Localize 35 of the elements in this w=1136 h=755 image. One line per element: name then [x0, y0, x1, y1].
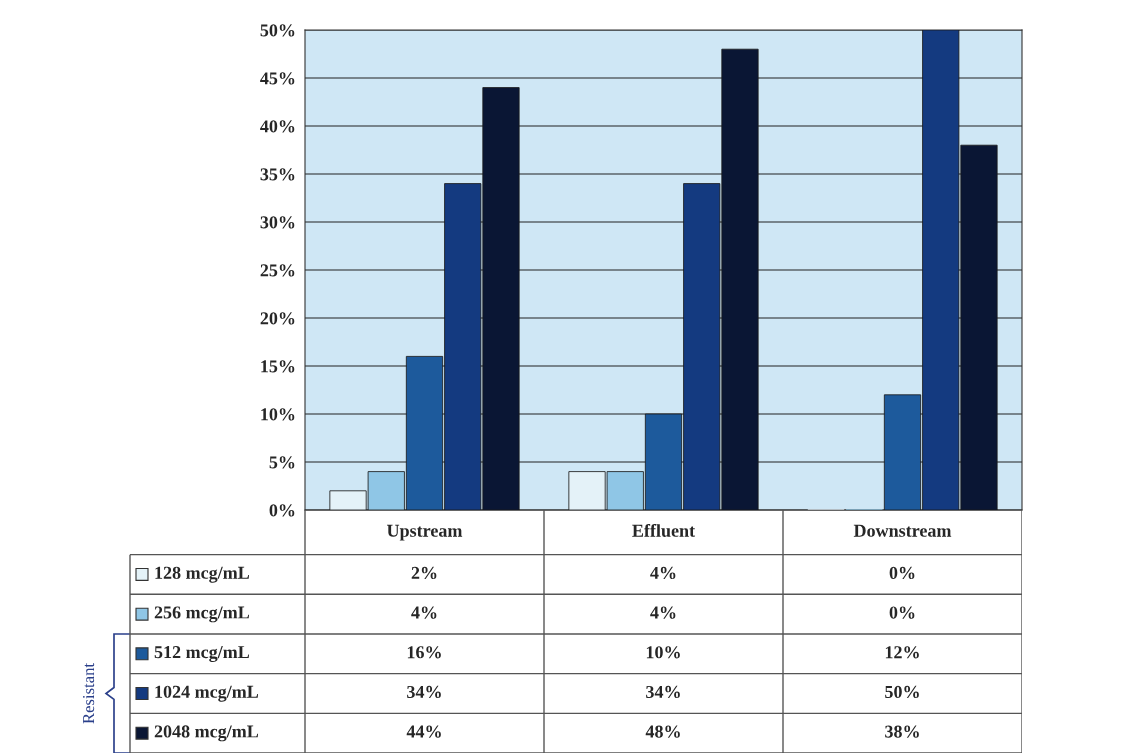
y-tick-label: 25%: [260, 264, 295, 277]
data-label: 34%: [407, 685, 441, 699]
data-label: 38%: [885, 725, 919, 738]
y-tick-label: 30%: [260, 216, 295, 229]
data-label: 4%: [650, 566, 676, 580]
data-label: 16%: [407, 646, 441, 659]
legend-label: 256 mcg/mL: [154, 606, 250, 623]
x-tick-label: Downstream: [853, 524, 952, 537]
data-label: 4%: [650, 606, 676, 619]
y-tick-label: 0%: [269, 504, 295, 517]
legend-label: 2048 mcg/mL: [154, 725, 259, 742]
legend-label: 512 mcg/mL: [154, 646, 250, 662]
data-label: 0%: [889, 566, 915, 580]
data-label: 34%: [646, 685, 680, 699]
legend-label: 128 mcg/mL: [155, 566, 250, 583]
data-label: 0%: [889, 606, 915, 619]
y-tick-label: 5%: [269, 456, 295, 469]
data-label: 12%: [885, 646, 919, 659]
y-tick-label: 50%: [260, 24, 295, 37]
data-label: 4%: [411, 606, 437, 619]
data-label: 2%: [411, 566, 437, 580]
data-label: 50%: [885, 685, 919, 699]
y-tick-label: 40%: [260, 120, 295, 133]
y-tick-label: 10%: [261, 408, 295, 421]
y-tick-label: 45%: [260, 72, 295, 85]
y-tick-label: 20%: [260, 312, 295, 325]
text: Resistant: [82, 663, 95, 724]
data-label: 48%: [645, 725, 680, 738]
x-tick-label: Upstream: [387, 524, 463, 541]
data-label: 44%: [406, 725, 441, 738]
data-label: 10%: [646, 646, 680, 659]
y-tick-label: 35%: [260, 168, 295, 181]
legend-label: 1024 mcg/mL: [155, 685, 259, 702]
y-tick-label: 15%: [261, 360, 295, 373]
x-tick-label: Effluent: [632, 523, 696, 537]
